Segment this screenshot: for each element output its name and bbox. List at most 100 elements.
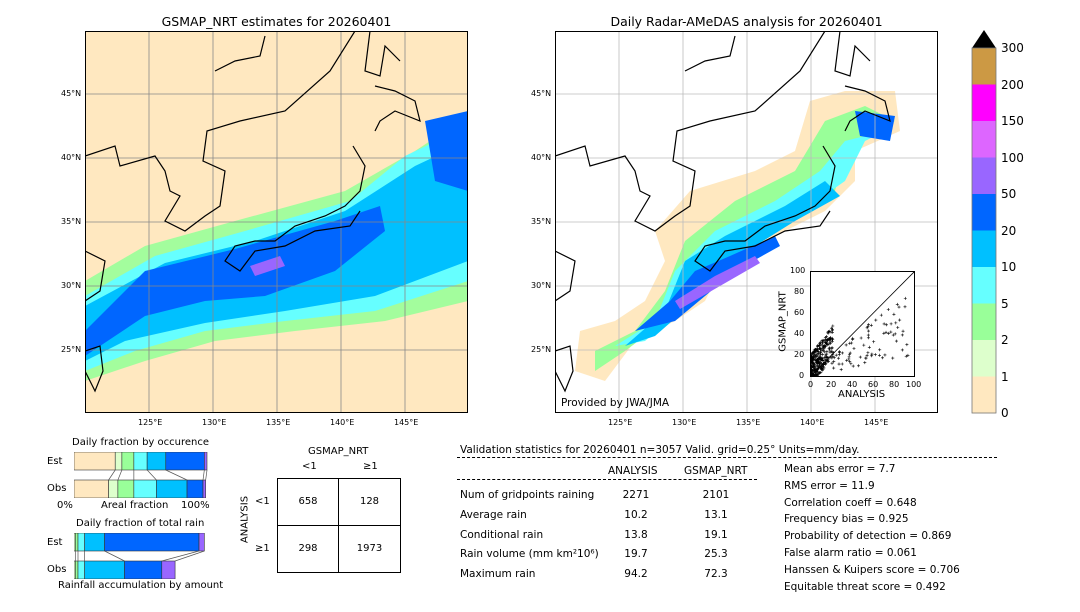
right-lat-30: 30°N <box>531 281 552 290</box>
scatter-x-60: 60 <box>868 380 879 389</box>
right-coastline <box>555 31 891 393</box>
occurrence-x-left: 0% <box>57 500 73 511</box>
scatter-point <box>826 358 830 362</box>
scatter-point <box>831 352 835 356</box>
scatter-point <box>879 313 883 317</box>
scatter-point <box>864 356 868 360</box>
bar-connector <box>205 469 208 481</box>
colorbar-segment <box>972 194 996 231</box>
scatter-point <box>831 350 835 354</box>
scatter-point <box>830 339 834 343</box>
bar-connector <box>117 469 123 481</box>
contingency-cell: 1973 <box>356 543 383 555</box>
scatter-point <box>828 341 832 345</box>
colorbar-segment <box>972 157 996 195</box>
right-lon-130: 130°E <box>672 418 697 427</box>
scatter-point <box>809 366 813 370</box>
scatter-point <box>883 353 887 357</box>
scatter-point <box>869 323 873 327</box>
right-map-title: Daily Radar-AMeDAS analysis for 20260401 <box>610 14 883 29</box>
scatter-point <box>867 329 871 333</box>
bar-segment-est <box>198 533 205 552</box>
right-lon-140: 140°E <box>800 418 825 427</box>
scatter-point <box>830 361 834 365</box>
scatter-point <box>827 342 831 346</box>
scatter-point <box>821 341 825 345</box>
bar-segment-est <box>114 452 123 471</box>
scatter-point <box>900 348 904 352</box>
scatter-x-20: 20 <box>826 380 837 389</box>
scatter-point <box>884 330 888 334</box>
colorbar-tick: 300 <box>1001 41 1024 55</box>
scatter-point <box>905 343 909 347</box>
validation-score: Hanssen & Kuipers score = 0.706 <box>784 563 960 576</box>
scatter-point <box>866 336 870 340</box>
colorbar-tick: 5 <box>1001 296 1009 311</box>
scatter-point <box>896 326 900 330</box>
scatter-point <box>903 305 907 309</box>
scatter-point <box>816 358 820 362</box>
scatter-point <box>837 362 841 366</box>
colorbar-tick: 2 <box>1001 333 1009 347</box>
bar-segment-est <box>204 452 208 471</box>
scatter-point <box>850 341 854 345</box>
left-lat-35: 35°N <box>61 217 82 226</box>
scatter-point <box>826 331 830 335</box>
scatter-point <box>894 321 898 325</box>
scatter-point <box>828 335 832 339</box>
bar-segment-obs <box>124 560 163 579</box>
scatter-point <box>830 330 834 334</box>
bar-segment-est <box>133 452 148 471</box>
bar-segment-obs <box>202 479 206 498</box>
validation-row-gsmap: 25.3 <box>704 548 728 560</box>
scatter-point <box>823 361 827 365</box>
colorbar-segment <box>972 340 996 377</box>
scatter-point <box>886 331 890 335</box>
scatter-point <box>831 327 835 331</box>
scatter-point <box>903 296 907 300</box>
scatter-point <box>892 312 896 316</box>
bar-segment-obs <box>74 479 109 498</box>
scatter-point <box>817 365 821 369</box>
scatter-point <box>813 370 817 374</box>
colorbar-segment <box>972 303 996 341</box>
scatter-point <box>851 364 855 368</box>
bar-segment-obs <box>186 479 204 498</box>
validation-header: Validation statistics for 20260401 n=305… <box>460 444 860 456</box>
scatter-point <box>815 347 819 351</box>
validation-row-label: Maximum rain <box>460 568 536 580</box>
scatter-point <box>832 360 836 364</box>
bar-segment-est <box>84 533 105 552</box>
bar-segment-est <box>146 452 167 471</box>
scatter-y-80: 80 <box>794 287 805 296</box>
scatter-y-20: 20 <box>794 350 805 359</box>
bar-segment-est <box>77 533 85 552</box>
bar-segment-obs <box>77 560 85 579</box>
contingency-cell: 658 <box>278 479 339 526</box>
colorbar-tick: 200 <box>1001 77 1024 92</box>
validation-row-gsmap: 13.1 <box>704 509 728 521</box>
scatter-point <box>848 351 852 355</box>
scatter-point <box>818 360 822 364</box>
scatter-point <box>856 364 860 368</box>
scatter-point <box>813 362 817 366</box>
left-lon-145: 145°E <box>394 418 419 427</box>
scatter-canvas <box>809 271 915 378</box>
provided-by-label: Provided by JWA/JMA <box>561 397 670 409</box>
scatter-point <box>816 344 820 348</box>
validation-score: Mean abs error = 7.7 <box>784 463 896 475</box>
left-lon-125: 125°E <box>138 418 163 427</box>
contingency-header: GSMAP_NRT <box>308 446 369 457</box>
scatter-point <box>819 366 823 370</box>
scatter-point <box>870 352 874 356</box>
scatter-point <box>878 348 882 352</box>
bar-segment-obs <box>117 479 135 498</box>
scatter-point <box>832 366 836 370</box>
contingency-row-ge1: ≥1 <box>255 543 270 554</box>
scatter-point <box>852 346 856 350</box>
scatter-point <box>831 324 835 328</box>
total-rain-est-label: Est <box>47 537 63 548</box>
scatter-point <box>867 323 871 327</box>
right-lon-125: 125°E <box>608 418 633 427</box>
left-lat-40: 40°N <box>61 153 82 162</box>
